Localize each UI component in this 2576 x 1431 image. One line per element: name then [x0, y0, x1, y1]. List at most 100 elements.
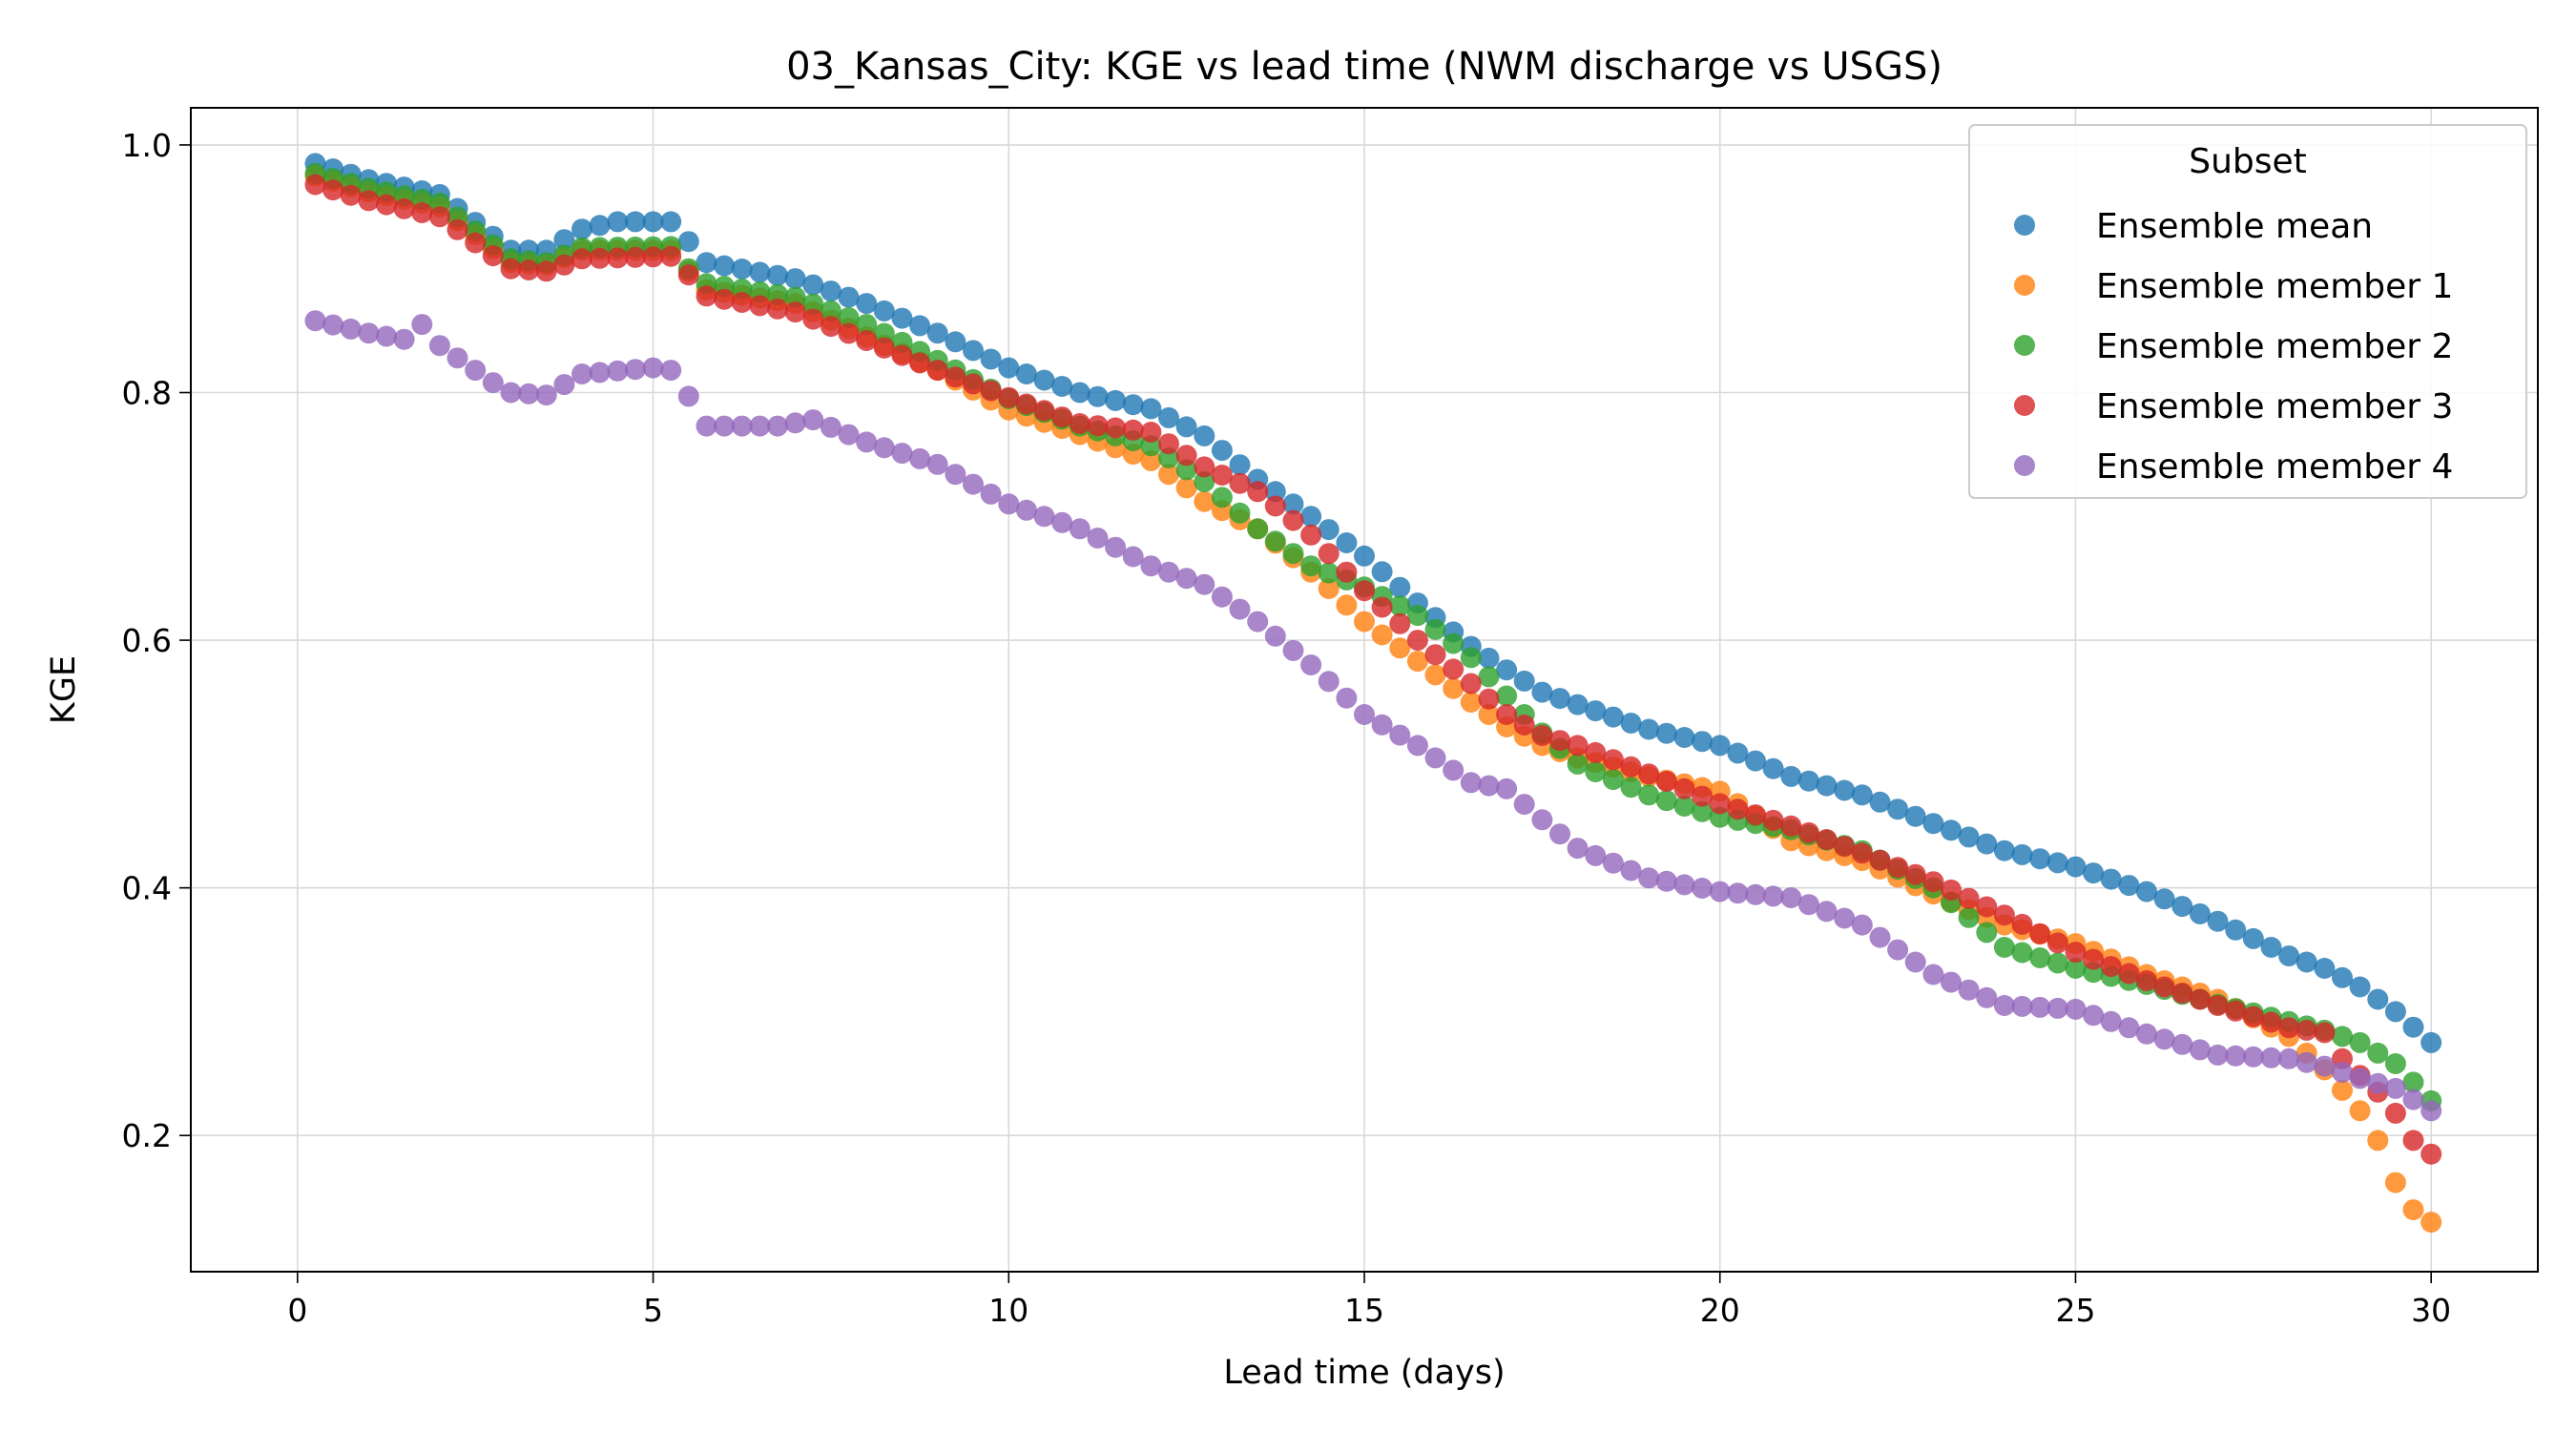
data-point — [1424, 664, 1446, 686]
data-point — [873, 322, 895, 344]
data-point — [2314, 1022, 2336, 1044]
data-point — [1051, 406, 1073, 428]
data-point — [447, 218, 468, 240]
data-point — [642, 246, 664, 268]
data-point — [1922, 871, 1944, 893]
data-point — [2171, 1033, 2193, 1055]
data-point — [2011, 913, 2033, 935]
data-point — [998, 493, 1020, 515]
legend-marker — [2014, 455, 2035, 476]
data-point — [660, 245, 682, 267]
data-point — [926, 453, 948, 475]
data-point — [2225, 1000, 2247, 1022]
data-point — [2118, 1017, 2140, 1039]
data-point — [980, 348, 1002, 370]
data-point — [873, 437, 895, 459]
data-point — [2065, 942, 2087, 964]
data-point — [820, 416, 841, 438]
data-point — [2367, 1072, 2389, 1094]
data-point — [1354, 545, 1375, 567]
data-point — [820, 300, 841, 321]
data-point — [1620, 860, 1642, 881]
data-point — [2278, 1017, 2300, 1039]
data-point — [2296, 1051, 2317, 1073]
data-point — [1655, 771, 1677, 792]
data-point — [1941, 971, 1962, 993]
data-point — [2402, 1199, 2424, 1221]
data-point — [1389, 612, 1411, 634]
data-point — [1282, 509, 1304, 531]
data-point — [2065, 958, 2087, 979]
data-point — [1602, 769, 1624, 791]
data-point — [1585, 844, 1607, 866]
data-point — [2207, 995, 2229, 1016]
data-point — [1389, 637, 1411, 659]
x-tick-label: 0 — [287, 1292, 307, 1329]
data-point — [784, 268, 806, 290]
data-point — [1015, 499, 1037, 521]
data-point — [411, 314, 433, 336]
data-point — [571, 218, 592, 240]
data-point — [1673, 796, 1695, 817]
data-point — [2420, 1143, 2442, 1165]
data-point — [1638, 867, 1660, 889]
data-point — [1194, 471, 1215, 492]
data-point — [1282, 543, 1304, 565]
data-point — [1745, 883, 1766, 905]
data-point — [2029, 848, 2051, 870]
data-point — [1869, 791, 1891, 813]
data-point — [1692, 800, 1714, 822]
y-tick-label: 0.6 — [122, 622, 172, 659]
data-point — [1336, 687, 1358, 709]
y-tick-label: 0.4 — [122, 870, 172, 907]
data-point — [1051, 376, 1073, 397]
data-point — [767, 415, 788, 437]
data-point — [856, 314, 878, 336]
data-point — [1051, 511, 1073, 533]
data-point — [2242, 927, 2264, 949]
data-point — [2100, 956, 2122, 978]
data-point — [1140, 449, 1162, 471]
data-point — [1175, 459, 1197, 481]
data-point — [1158, 464, 1179, 486]
data-point — [1194, 573, 1215, 595]
data-point — [1745, 750, 1766, 772]
data-point — [1904, 805, 1926, 827]
series-ensemble-member-4 — [304, 310, 2442, 1122]
data-point — [1513, 715, 1535, 736]
legend-label: Ensemble member 4 — [2096, 447, 2453, 487]
data-point — [1851, 914, 1873, 936]
data-point — [2314, 958, 2336, 979]
legend-marker — [2014, 395, 2035, 416]
x-tick-label: 10 — [988, 1292, 1028, 1329]
data-point — [1140, 422, 1162, 443]
data-point — [2296, 1019, 2317, 1041]
data-point — [1620, 756, 1642, 778]
data-point — [589, 215, 611, 237]
data-point — [696, 252, 717, 274]
data-point — [2332, 966, 2353, 988]
data-point — [802, 293, 824, 315]
data-point — [1851, 842, 1873, 864]
legend-marker — [2014, 335, 2035, 356]
data-point — [1478, 775, 1500, 797]
data-point — [696, 415, 717, 437]
data-point — [909, 352, 931, 374]
data-point — [2278, 1047, 2300, 1069]
data-point — [1460, 673, 1482, 695]
data-point — [2384, 1077, 2406, 1099]
data-point — [2384, 1053, 2406, 1074]
data-point — [535, 384, 557, 406]
data-point — [1673, 874, 1695, 896]
data-point — [660, 360, 682, 382]
data-point — [1443, 759, 1465, 781]
data-point — [500, 382, 522, 404]
data-point — [1015, 393, 1037, 415]
data-point — [2011, 995, 2033, 1017]
data-point — [1140, 398, 1162, 420]
data-point — [2029, 996, 2051, 1018]
data-point — [820, 280, 841, 302]
data-point — [2171, 983, 2193, 1004]
data-point — [1229, 598, 1251, 620]
data-point — [1033, 506, 1055, 528]
